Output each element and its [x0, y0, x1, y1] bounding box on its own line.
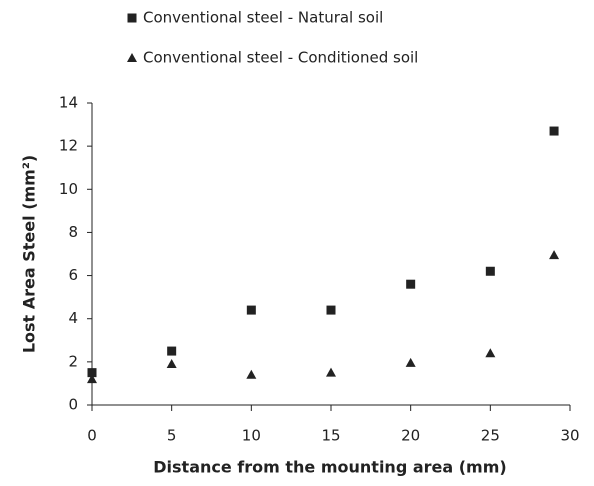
x-tick-label: 20	[401, 427, 420, 445]
y-tick-label: 8	[68, 223, 78, 241]
point	[406, 279, 416, 289]
point	[485, 266, 495, 276]
x-tick-label: 15	[321, 427, 340, 445]
point	[167, 346, 177, 356]
point	[87, 374, 97, 384]
point	[549, 126, 559, 136]
y-tick-label: 10	[59, 180, 78, 198]
y-tick-label: 2	[68, 352, 78, 370]
y-tick-label: 4	[68, 309, 78, 327]
x-tick-label: 30	[560, 427, 579, 445]
y-tick-label: 14	[59, 94, 78, 112]
legend-label: Conventional steel - Natural soil	[143, 9, 383, 27]
point	[246, 369, 257, 379]
x-axis-title: Distance from the mounting area (mm)	[153, 458, 506, 477]
y-tick-label: 0	[68, 396, 78, 414]
legend-marker	[127, 53, 137, 62]
y-tick-label: 6	[68, 266, 78, 284]
point	[87, 368, 97, 378]
point	[246, 305, 256, 315]
x-tick-label: 0	[87, 427, 97, 445]
point	[405, 357, 416, 367]
y-tick-label: 12	[59, 137, 78, 155]
x-tick-label: 5	[167, 427, 177, 445]
y-axis-title: Lost Area Steel (mm²)	[20, 155, 39, 353]
point	[485, 348, 496, 358]
legend-label: Conventional steel - Conditioned soil	[143, 49, 418, 67]
point	[166, 359, 177, 369]
point	[326, 305, 336, 315]
legend-marker	[127, 13, 137, 23]
point	[326, 367, 336, 377]
point	[549, 250, 560, 260]
x-tick-label: 25	[481, 427, 500, 445]
x-tick-label: 10	[242, 427, 261, 445]
